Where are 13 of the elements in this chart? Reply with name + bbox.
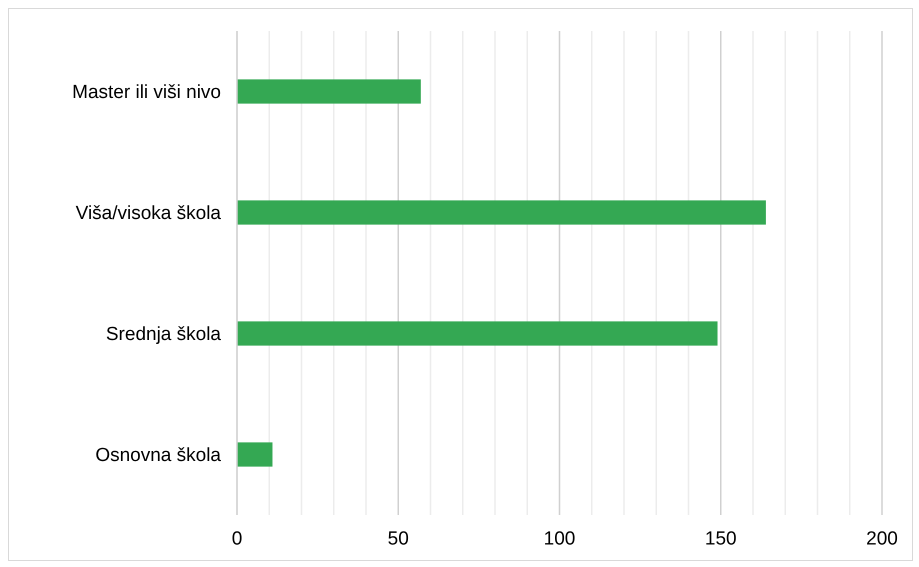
bar xyxy=(237,442,272,467)
y-tick-label: Master ili viši nivo xyxy=(72,82,221,104)
y-tick-label: Osnovna škola xyxy=(95,445,222,466)
bar xyxy=(237,321,718,346)
y-tick-label: Srednja škola xyxy=(106,324,222,346)
x-tick-label: 0 xyxy=(232,528,242,550)
y-tick-label: Viša/visoka škola xyxy=(76,203,222,224)
x-tick-label: 150 xyxy=(704,528,737,550)
bar xyxy=(237,200,766,225)
x-tick-label: 50 xyxy=(388,528,409,550)
x-tick-label: 200 xyxy=(866,528,898,550)
x-tick-label: 100 xyxy=(544,528,576,550)
bar xyxy=(237,79,421,104)
